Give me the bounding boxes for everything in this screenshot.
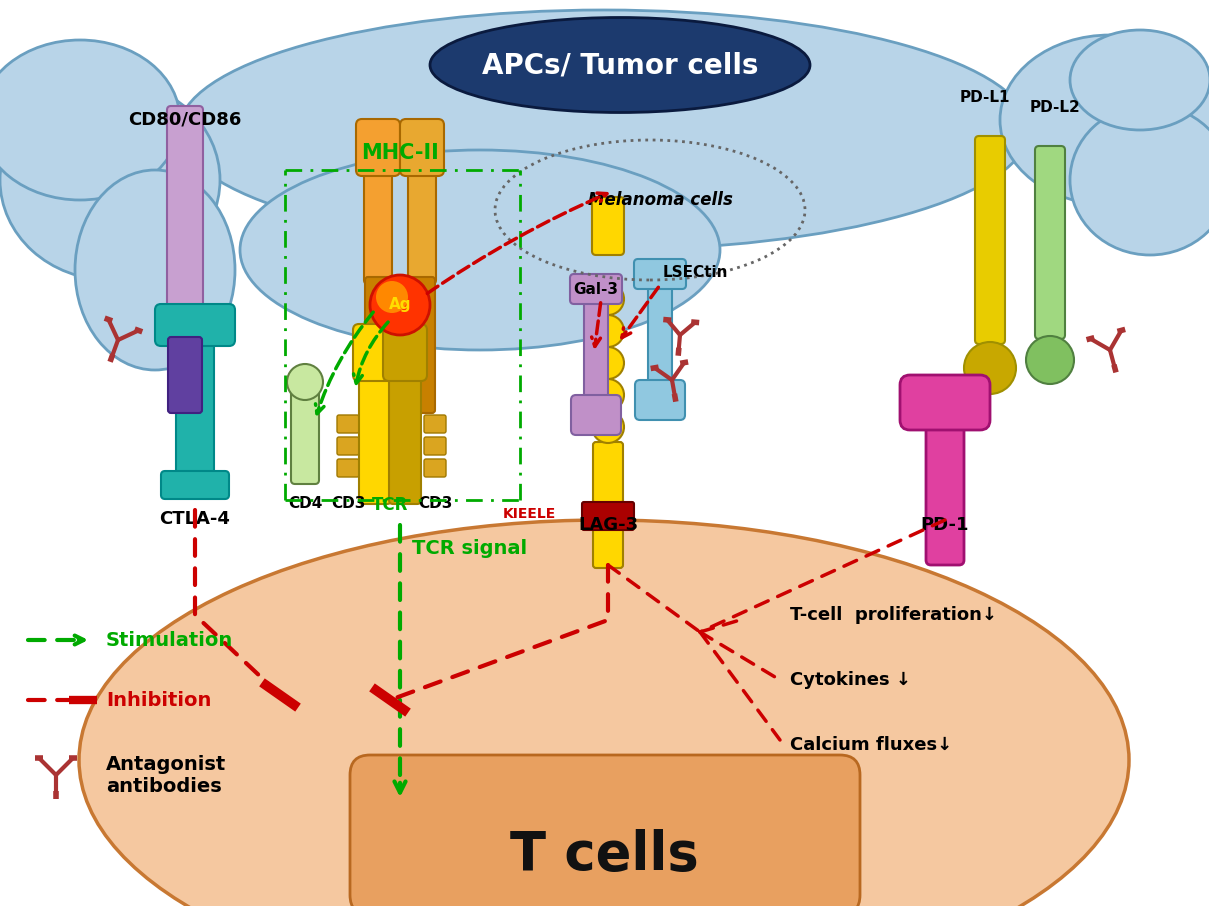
Circle shape	[964, 342, 1016, 394]
FancyBboxPatch shape	[424, 459, 446, 477]
Circle shape	[370, 275, 430, 335]
Ellipse shape	[1070, 30, 1209, 130]
Text: CD3: CD3	[331, 496, 365, 511]
FancyBboxPatch shape	[409, 277, 435, 413]
Ellipse shape	[79, 520, 1129, 906]
FancyBboxPatch shape	[337, 437, 359, 455]
Circle shape	[592, 283, 624, 315]
Ellipse shape	[0, 40, 180, 200]
Circle shape	[592, 411, 624, 443]
FancyBboxPatch shape	[592, 497, 623, 568]
FancyBboxPatch shape	[168, 337, 202, 413]
FancyBboxPatch shape	[155, 304, 235, 346]
FancyBboxPatch shape	[592, 442, 623, 503]
FancyBboxPatch shape	[635, 380, 686, 420]
FancyBboxPatch shape	[400, 119, 444, 176]
Ellipse shape	[179, 10, 1029, 250]
Ellipse shape	[430, 17, 810, 112]
Text: CTLA-4: CTLA-4	[160, 510, 231, 528]
Circle shape	[1026, 336, 1074, 384]
FancyBboxPatch shape	[167, 106, 203, 334]
Text: PD-L2: PD-L2	[1030, 100, 1081, 115]
Text: CD80/CD86: CD80/CD86	[128, 111, 242, 129]
Text: Melanoma cells: Melanoma cells	[588, 191, 733, 209]
Text: T-cell  proliferation↓: T-cell proliferation↓	[789, 606, 997, 624]
Text: LSECtin: LSECtin	[663, 265, 728, 280]
Ellipse shape	[1000, 35, 1209, 205]
Circle shape	[592, 315, 624, 347]
FancyBboxPatch shape	[424, 437, 446, 455]
Text: Stimulation: Stimulation	[106, 631, 233, 650]
FancyBboxPatch shape	[364, 156, 392, 284]
FancyBboxPatch shape	[407, 156, 436, 284]
Ellipse shape	[75, 170, 235, 370]
Text: CD3: CD3	[418, 496, 452, 511]
Text: KIEELE: KIEELE	[503, 507, 556, 521]
FancyBboxPatch shape	[648, 277, 672, 393]
Ellipse shape	[0, 80, 220, 280]
FancyBboxPatch shape	[177, 325, 214, 495]
Text: MHC-II: MHC-II	[361, 143, 439, 163]
Text: APCs/ Tumor cells: APCs/ Tumor cells	[481, 51, 758, 79]
FancyBboxPatch shape	[569, 274, 621, 304]
Text: TCR: TCR	[372, 496, 409, 514]
FancyBboxPatch shape	[389, 366, 421, 504]
Text: Cytokines ↓: Cytokines ↓	[789, 671, 912, 689]
Text: PD-L1: PD-L1	[960, 90, 1011, 105]
FancyBboxPatch shape	[582, 502, 634, 530]
Text: Calcium fluxes↓: Calcium fluxes↓	[789, 736, 953, 754]
FancyBboxPatch shape	[592, 197, 624, 255]
Text: CD4: CD4	[288, 496, 322, 511]
Circle shape	[592, 379, 624, 411]
FancyBboxPatch shape	[161, 471, 229, 499]
FancyBboxPatch shape	[359, 366, 391, 504]
Circle shape	[376, 281, 407, 313]
FancyBboxPatch shape	[1035, 146, 1065, 339]
Text: LAG-3: LAG-3	[578, 516, 638, 534]
FancyBboxPatch shape	[571, 395, 621, 435]
FancyBboxPatch shape	[899, 375, 990, 430]
Text: Inhibition: Inhibition	[106, 690, 212, 709]
Ellipse shape	[1070, 105, 1209, 255]
Circle shape	[592, 347, 624, 379]
FancyBboxPatch shape	[584, 292, 608, 408]
Text: Antagonist
antibodies: Antagonist antibodies	[106, 755, 226, 795]
Ellipse shape	[241, 150, 721, 350]
FancyBboxPatch shape	[349, 755, 860, 906]
FancyBboxPatch shape	[365, 277, 391, 413]
FancyBboxPatch shape	[383, 324, 427, 381]
Text: Gal-3: Gal-3	[573, 282, 619, 297]
FancyBboxPatch shape	[634, 259, 686, 289]
FancyBboxPatch shape	[337, 415, 359, 433]
Circle shape	[287, 364, 323, 400]
Text: Ag: Ag	[389, 297, 411, 313]
FancyBboxPatch shape	[974, 136, 1005, 344]
FancyBboxPatch shape	[355, 119, 400, 176]
FancyBboxPatch shape	[926, 415, 964, 565]
FancyBboxPatch shape	[353, 324, 397, 381]
Text: PD-1: PD-1	[921, 516, 970, 534]
FancyBboxPatch shape	[291, 376, 319, 484]
Text: TCR signal: TCR signal	[412, 538, 527, 557]
FancyBboxPatch shape	[424, 415, 446, 433]
FancyBboxPatch shape	[337, 459, 359, 477]
Text: T cells: T cells	[510, 829, 699, 881]
